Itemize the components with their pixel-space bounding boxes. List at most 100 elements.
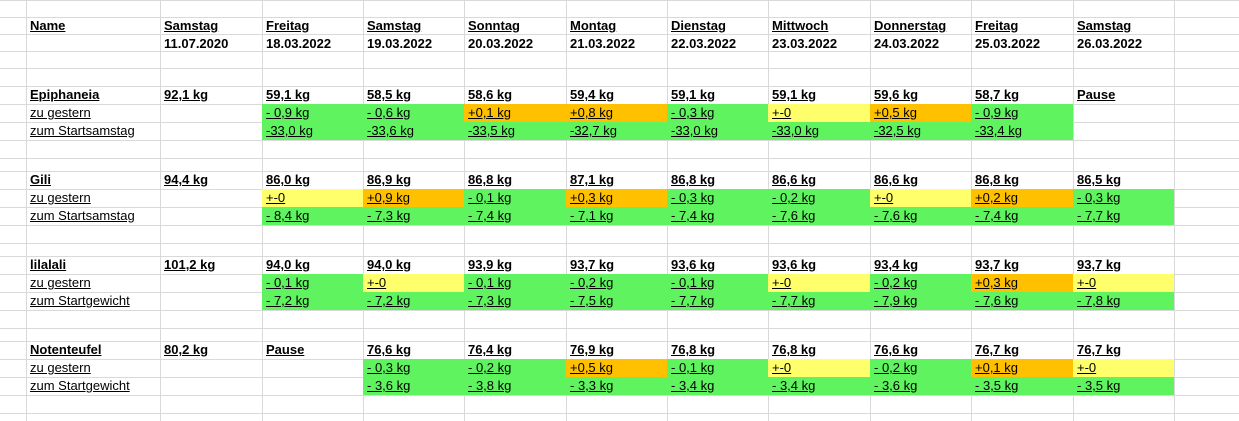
header-day-cell[interactable]: Mittwoch (772, 18, 829, 33)
weight-cell[interactable]: 76,9 kg (570, 342, 615, 357)
change-to-start-cell[interactable]: - 7,4 kg (464, 207, 566, 225)
change-to-yesterday-cell[interactable]: +-0 (870, 189, 971, 207)
change-to-yesterday-cell[interactable]: +0,5 kg (566, 359, 667, 377)
header-date-cell[interactable]: 22.03.2022 (671, 36, 737, 51)
weight-cell[interactable]: 80,2 kg (164, 342, 209, 357)
change-to-start-cell[interactable]: - 3,3 kg (566, 377, 667, 395)
change-to-start-cell[interactable] (160, 377, 262, 395)
weight-cell[interactable]: 93,9 kg (468, 257, 513, 272)
header-date-cell[interactable]: 24.03.2022 (874, 36, 940, 51)
change-to-yesterday-cell[interactable]: +0,1 kg (971, 359, 1073, 377)
weight-cell[interactable]: 86,8 kg (975, 172, 1020, 187)
row-label-to-start[interactable]: zum Startsamstag (30, 123, 135, 138)
change-to-start-cell[interactable] (262, 377, 363, 395)
weight-cell[interactable]: 92,1 kg (164, 87, 209, 102)
change-to-yesterday-cell[interactable]: +0,5 kg (870, 104, 971, 122)
weight-cell[interactable]: 93,7 kg (570, 257, 615, 272)
change-to-yesterday-cell[interactable] (160, 189, 262, 207)
weight-cell[interactable]: 101,2 kg (164, 257, 216, 272)
header-date-cell[interactable]: 26.03.2022 (1077, 36, 1143, 51)
weight-cell[interactable]: 59,1 kg (772, 87, 817, 102)
change-to-start-cell[interactable]: - 3,5 kg (971, 377, 1073, 395)
change-to-yesterday-cell[interactable]: - 0,2 kg (768, 189, 870, 207)
header-date-cell[interactable]: 11.07.2020 (164, 36, 229, 51)
change-to-yesterday-cell[interactable]: +0,1 kg (464, 104, 566, 122)
weight-cell[interactable]: 94,4 kg (164, 172, 209, 187)
change-to-yesterday-cell[interactable]: - 0,9 kg (971, 104, 1073, 122)
header-date-cell[interactable]: 23.03.2022 (772, 36, 838, 51)
row-label-zu-gestern[interactable]: zu gestern (30, 275, 91, 290)
row-label-to-start[interactable]: zum Startgewicht (30, 378, 130, 393)
header-date-cell[interactable]: 21.03.2022 (570, 36, 636, 51)
change-to-yesterday-cell[interactable]: - 0,1 kg (464, 274, 566, 292)
change-to-start-cell[interactable]: - 7,1 kg (566, 207, 667, 225)
person-name-cell[interactable]: Gili (30, 172, 51, 187)
weight-cell[interactable]: 58,7 kg (975, 87, 1020, 102)
change-to-start-cell[interactable]: - 7,7 kg (768, 292, 870, 310)
change-to-yesterday-cell[interactable]: - 0,1 kg (464, 189, 566, 207)
change-to-start-cell[interactable] (160, 122, 262, 140)
change-to-yesterday-cell[interactable] (262, 359, 363, 377)
weight-cell[interactable]: 76,8 kg (671, 342, 716, 357)
change-to-start-cell[interactable]: - 7,5 kg (566, 292, 667, 310)
change-to-start-cell[interactable]: - 7,6 kg (768, 207, 870, 225)
change-to-start-cell[interactable] (1073, 122, 1174, 140)
header-day-cell[interactable]: Samstag (367, 18, 422, 33)
change-to-yesterday-cell[interactable]: +0,3 kg (971, 274, 1073, 292)
person-name-cell[interactable]: Notenteufel (30, 342, 102, 357)
weight-cell[interactable]: 93,6 kg (772, 257, 817, 272)
change-to-yesterday-cell[interactable]: - 0,1 kg (667, 359, 768, 377)
change-to-start-cell[interactable]: - 7,6 kg (870, 207, 971, 225)
change-to-start-cell[interactable]: - 3,4 kg (667, 377, 768, 395)
change-to-yesterday-cell[interactable]: +-0 (1073, 359, 1174, 377)
change-to-start-cell[interactable]: - 7,3 kg (363, 207, 464, 225)
header-day-cell[interactable]: Dienstag (671, 18, 726, 33)
change-to-start-cell[interactable]: - 7,7 kg (1073, 207, 1174, 225)
change-to-yesterday-cell[interactable]: - 0,1 kg (262, 274, 363, 292)
header-day-cell[interactable]: Donnerstag (874, 18, 947, 33)
change-to-yesterday-cell[interactable]: +-0 (1073, 274, 1174, 292)
change-to-yesterday-cell[interactable]: +0,2 kg (971, 189, 1073, 207)
change-to-start-cell[interactable]: - 7,7 kg (667, 292, 768, 310)
change-to-start-cell[interactable]: -33,0 kg (667, 122, 768, 140)
weight-cell[interactable]: Pause (1077, 87, 1116, 102)
change-to-start-cell[interactable]: -33,5 kg (464, 122, 566, 140)
change-to-start-cell[interactable] (160, 207, 262, 225)
weight-cell[interactable]: 94,0 kg (367, 257, 412, 272)
change-to-yesterday-cell[interactable]: - 0,2 kg (870, 359, 971, 377)
change-to-yesterday-cell[interactable] (160, 104, 262, 122)
change-to-start-cell[interactable]: - 7,4 kg (667, 207, 768, 225)
weight-cell[interactable]: 58,5 kg (367, 87, 412, 102)
row-label-to-start[interactable]: zum Startsamstag (30, 208, 135, 223)
header-day-cell[interactable]: Freitag (975, 18, 1019, 33)
header-date-cell[interactable]: 25.03.2022 (975, 36, 1041, 51)
weight-cell[interactable]: 76,6 kg (367, 342, 412, 357)
weight-cell[interactable]: 93,6 kg (671, 257, 716, 272)
change-to-start-cell[interactable]: - 7,9 kg (870, 292, 971, 310)
change-to-yesterday-cell[interactable]: +-0 (768, 274, 870, 292)
weight-cell[interactable]: 76,4 kg (468, 342, 513, 357)
header-name-cell[interactable]: Name (30, 18, 66, 33)
weight-cell[interactable]: 86,5 kg (1077, 172, 1122, 187)
change-to-yesterday-cell[interactable]: - 0,3 kg (1073, 189, 1174, 207)
change-to-start-cell[interactable] (160, 292, 262, 310)
header-date-cell[interactable]: 19.03.2022 (367, 36, 433, 51)
header-day-cell[interactable]: Montag (570, 18, 617, 33)
weight-cell[interactable]: 86,9 kg (367, 172, 412, 187)
change-to-start-cell[interactable]: -33,4 kg (971, 122, 1073, 140)
change-to-yesterday-cell[interactable]: - 0,3 kg (363, 359, 464, 377)
header-date-cell[interactable]: 20.03.2022 (468, 36, 534, 51)
person-name-cell[interactable]: Epiphaneia (30, 87, 100, 102)
change-to-yesterday-cell[interactable]: +-0 (768, 359, 870, 377)
change-to-yesterday-cell[interactable]: +-0 (363, 274, 464, 292)
row-label-zu-gestern[interactable]: zu gestern (30, 105, 91, 120)
header-day-cell[interactable]: Freitag (266, 18, 310, 33)
change-to-yesterday-cell[interactable]: - 0,2 kg (566, 274, 667, 292)
weight-cell[interactable]: 93,7 kg (975, 257, 1020, 272)
change-to-yesterday-cell[interactable] (1073, 104, 1174, 122)
change-to-start-cell[interactable]: - 7,3 kg (464, 292, 566, 310)
change-to-yesterday-cell[interactable]: - 0,1 kg (667, 274, 768, 292)
change-to-start-cell[interactable]: - 8,4 kg (262, 207, 363, 225)
weight-cell[interactable]: 94,0 kg (266, 257, 311, 272)
change-to-yesterday-cell[interactable]: +-0 (262, 189, 363, 207)
